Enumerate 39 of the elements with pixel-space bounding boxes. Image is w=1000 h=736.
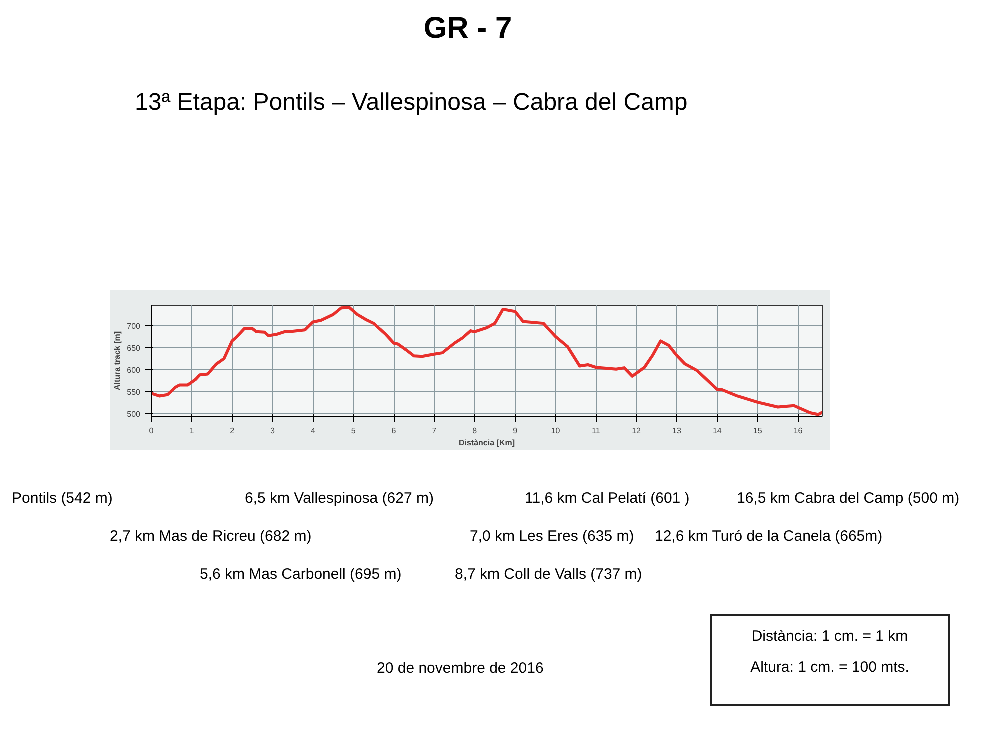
x-tick-label: 3 [270,426,276,436]
chart-title: GR - 7 [422,11,514,47]
x-tick-label: 5 [351,426,356,436]
text: 16,5 km Cabra del Camp (500 m) [737,489,960,509]
x-tick-label: 16 [794,426,804,436]
x-tick-label: 2 [230,426,236,436]
x-tick-label: 0 [149,426,154,436]
text: 6,5 km Vallespinosa (627 m) [245,489,434,509]
text: 11,6 km Cal Pelatí (601 ) [525,489,690,509]
x-tick-label: 6 [392,426,397,436]
text: 7,0 km Les Eres (635 m) [470,527,634,547]
text: 5,6 km Mas Carbonell (695 m) [200,565,402,585]
y-tick-label: 600 [127,366,142,375]
text: 8,7 km Coll de Valls (737 m) [455,565,642,585]
x-tick-label: 13 [672,426,682,436]
y-axis-title: Altura track [m] [113,331,122,391]
x-tick-label: 8 [472,426,478,436]
text: 20 de novembre de 2016 [377,659,544,679]
y-tick-label: 550 [127,388,142,397]
x-tick-label: 1 [190,426,195,436]
text: Altura: 1 cm. = 100 mts. [750,658,910,678]
text: 2,7 km Mas de Ricreu (682 m) [110,527,312,547]
chart-subtitle: 13ª Etapa: Pontils – Vallespinosa – Cabra del Camp [135,88,688,118]
x-tick-label: 9 [513,426,518,436]
y-tick-label: 500 [127,410,142,419]
x-tick-label: 7 [432,426,438,436]
line-series [152,306,822,416]
x-tick-label: 10 [551,426,561,436]
x-axis-title: Distància [Km] [458,438,516,448]
text: 12,6 km Turó de la Canela (665m) [655,527,883,547]
text: Pontils (542 m) [12,489,113,509]
x-tick-label: 14 [712,426,722,436]
x-tick-label: 11 [592,426,601,436]
x-tick-label: 12 [632,426,642,436]
y-tick-label: 700 [127,322,142,331]
x-tick-label: 4 [310,426,316,436]
text: Distància: 1 cm. = 1 km [750,627,910,647]
y-tick-label: 650 [127,344,142,353]
x-tick-label: 15 [753,426,763,436]
